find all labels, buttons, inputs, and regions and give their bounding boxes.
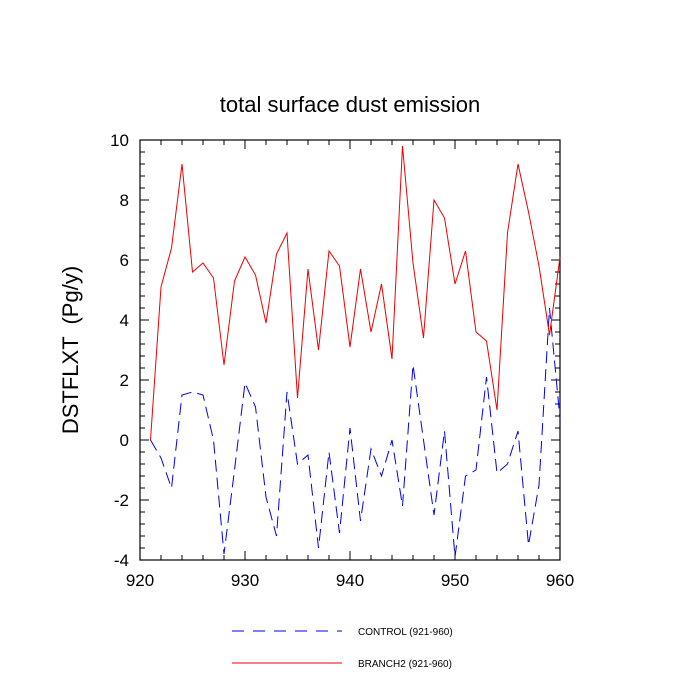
legend-label: CONTROL (921-960) [358, 627, 453, 638]
legend: CONTROL (921-960) BRANCH2 (921-960) [232, 627, 453, 670]
plot-area: 920 930 940 950 960 -4 -2 0 2 4 6 8 10 [110, 131, 574, 590]
x-tick-label: 920 [126, 571, 154, 590]
plot-frame [139, 139, 561, 561]
series-line-branch2 [150, 145, 561, 441]
x-tick-label: 930 [231, 571, 259, 590]
y-tick-label: 2 [120, 371, 129, 390]
y-tick-label: 10 [110, 131, 129, 150]
y-tick-label: 8 [120, 191, 129, 210]
y-axis-label: DSTFLXT (Pg/y) [58, 266, 83, 434]
y-tick-label: -2 [114, 491, 129, 510]
x-tick-label: 940 [336, 571, 364, 590]
chart-title: total surface dust emission [220, 92, 480, 117]
x-tick-label: 950 [441, 571, 469, 590]
y-tick-label: 0 [120, 431, 129, 450]
legend-label: BRANCH2 (921-960) [358, 659, 452, 670]
series-line-control [150, 307, 561, 558]
y-tick-label: 6 [120, 251, 129, 270]
y-tick-label: -4 [114, 551, 129, 570]
y-tick-label: 4 [120, 311, 129, 330]
x-tick-label: 960 [546, 571, 574, 590]
